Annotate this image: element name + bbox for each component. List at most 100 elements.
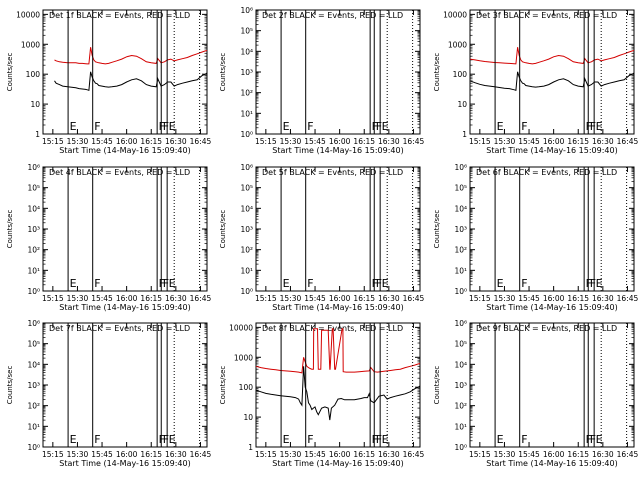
y-tick-label: 10³ — [240, 225, 253, 234]
x-tick-label: 16:15 — [140, 137, 162, 146]
x-tick-label: 15:45 — [518, 450, 540, 459]
y-tick-label: 10000 — [229, 323, 253, 332]
x-axis-label: Start Time (14-May-16 15:09:40) — [59, 146, 190, 155]
flag-marker-label: F — [376, 277, 382, 290]
x-tick-label: 15:30 — [67, 137, 89, 146]
y-tick-label: 10⁴ — [27, 204, 40, 213]
flag-marker-label: E — [70, 120, 77, 133]
x-tick-label: 15:30 — [494, 294, 516, 303]
x-tick-label: 15:30 — [494, 137, 516, 146]
y-tick-label: 10⁶ — [454, 163, 467, 172]
x-tick-label: 15:30 — [280, 450, 302, 459]
y-tick-label: 10⁵ — [240, 184, 253, 193]
flag-marker-label: F — [586, 120, 592, 133]
y-tick-label: 10⁵ — [454, 184, 467, 193]
y-tick-label: 10⁵ — [240, 27, 253, 36]
y-tick-label: 10¹ — [454, 422, 467, 431]
y-tick-label: 1 — [248, 443, 253, 452]
x-tick-label: 15:15 — [42, 294, 64, 303]
y-axis-label: Counts/sec — [219, 366, 227, 405]
x-axis-label: Start Time (14-May-16 15:09:40) — [486, 146, 617, 155]
y-tick-label: 1000 — [21, 40, 40, 49]
panel-title: Det 1f BLACK = Events, RED = LLD — [49, 11, 190, 20]
y-tick-label: 10⁴ — [454, 360, 467, 369]
y-tick-label: 10000 — [16, 10, 40, 19]
flag-marker-label: F — [159, 120, 165, 133]
x-tick-label: 15:45 — [91, 294, 113, 303]
x-tick-label: 15:30 — [494, 450, 516, 459]
y-tick-label: 10 — [243, 413, 253, 422]
x-tick-label: 16:00 — [116, 137, 138, 146]
x-tick-label: 16:30 — [592, 137, 614, 146]
flag-marker-label: E — [169, 433, 176, 446]
x-tick-label: 15:45 — [518, 294, 540, 303]
x-tick-label: 16:30 — [378, 137, 400, 146]
flag-marker-label: E — [283, 433, 290, 446]
x-tick-label: 16:00 — [543, 294, 565, 303]
y-tick-label: 10¹ — [27, 422, 40, 431]
series-lld-line — [255, 328, 421, 374]
y-tick-label: 10⁴ — [27, 360, 40, 369]
x-tick-label: 15:15 — [42, 137, 64, 146]
panel-4: Det 4f BLACK = Events, RED = LLD 10⁰ 10¹ 10… — [6, 163, 211, 312]
y-axis-label: Counts/sec — [6, 366, 14, 405]
panel-title: Det 7f BLACK = Events, RED = LLD — [49, 324, 190, 333]
x-tick-label: 15:45 — [304, 294, 326, 303]
x-axis-label: Start Time (14-May-16 15:09:40) — [59, 459, 190, 468]
x-tick-label: 15:15 — [469, 450, 491, 459]
y-tick-label: 10³ — [27, 225, 40, 234]
y-tick-label: 1 — [35, 130, 40, 139]
y-tick-label: 10 — [30, 100, 40, 109]
panel-title: Det 2f BLACK = Events, RED = LLD — [262, 11, 403, 20]
y-axis-label: Counts/sec — [433, 53, 441, 92]
x-tick-label: 16:45 — [617, 294, 639, 303]
panel-3: Det 3f BLACK = Events, RED = LLD 1 10 100 10… — [433, 9, 639, 155]
y-tick-label: 10⁴ — [240, 204, 253, 213]
flag-marker-label: F — [590, 433, 596, 446]
x-tick-label: 15:45 — [91, 450, 113, 459]
y-tick-label: 10⁶ — [27, 163, 40, 172]
x-tick-label: 16:30 — [165, 294, 187, 303]
y-tick-label: 10² — [240, 246, 253, 255]
panel-6: Det 6f BLACK = Events, RED = LLD 10⁰ 10¹ 10… — [433, 163, 638, 312]
panel-title: Det 5f BLACK = Events, RED = LLD — [262, 168, 403, 177]
x-tick-label: 16:15 — [140, 450, 162, 459]
series-events-line — [54, 71, 208, 91]
x-tick-label: 16:30 — [592, 294, 614, 303]
flag-marker-label: F — [521, 433, 527, 446]
flag-marker-label: E — [382, 120, 389, 133]
flag-marker-label: F — [307, 433, 313, 446]
x-tick-label: 16:00 — [543, 450, 565, 459]
x-tick-label: 16:30 — [592, 450, 614, 459]
flag-marker-label: E — [70, 277, 77, 290]
flag-marker-label: F — [163, 120, 169, 133]
y-tick-label: 10⁶ — [240, 163, 253, 172]
flag-marker-label: F — [159, 277, 165, 290]
flag-marker-label: F — [307, 120, 313, 133]
flag-marker-label: F — [163, 277, 169, 290]
flag-marker-label: F — [376, 433, 382, 446]
x-tick-label: 15:15 — [255, 294, 277, 303]
x-tick-label: 15:30 — [67, 294, 89, 303]
y-tick-label: 1 — [462, 130, 467, 139]
y-axis-label: Counts/sec — [219, 53, 227, 92]
y-tick-label: 10⁰ — [27, 443, 40, 452]
y-tick-label: 10⁶ — [240, 6, 253, 15]
y-tick-label: 10⁰ — [27, 287, 40, 296]
x-tick-label: 16:45 — [617, 137, 639, 146]
x-tick-label: 16:15 — [567, 137, 589, 146]
panel-title: Det 4f BLACK = Events, RED = LLD — [49, 168, 190, 177]
x-tick-label: 15:30 — [280, 137, 302, 146]
x-tick-label: 16:00 — [329, 450, 351, 459]
panel-1: Det 1f BLACK = Events, RED = LLD 1 10 100 10… — [6, 9, 211, 155]
x-tick-label: 16:30 — [165, 137, 187, 146]
x-tick-label: 16:30 — [165, 450, 187, 459]
y-tick-label: 10³ — [27, 381, 40, 390]
y-tick-label: 10² — [240, 89, 253, 98]
x-axis-label: Start Time (14-May-16 15:09:40) — [272, 459, 403, 468]
y-tick-label: 10⁶ — [27, 319, 40, 328]
y-tick-label: 10² — [27, 246, 40, 255]
x-tick-label: 16:45 — [617, 450, 639, 459]
y-tick-label: 10⁰ — [454, 443, 467, 452]
flag-marker-label: F — [372, 433, 378, 446]
